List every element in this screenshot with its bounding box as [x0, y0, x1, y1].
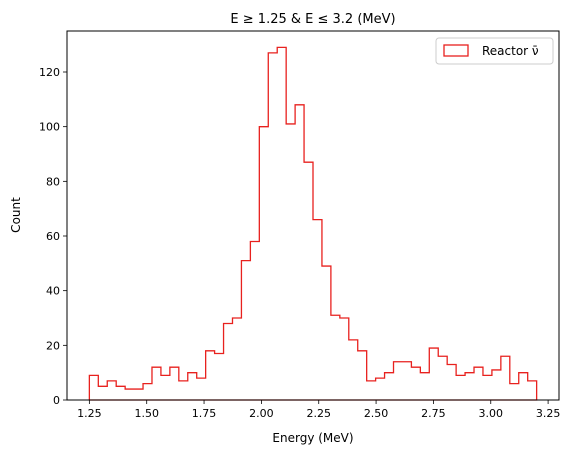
- x-tick-label: 1.25: [77, 407, 102, 420]
- x-tick-label: 2.25: [306, 407, 331, 420]
- chart-title: E ≥ 1.25 & E ≤ 3.2 (MeV): [230, 12, 395, 27]
- y-tick-label: 120: [39, 66, 60, 79]
- y-tick-label: 100: [39, 121, 60, 134]
- histogram-bin: [241, 261, 250, 400]
- x-axis-label: Energy (MeV): [272, 431, 353, 445]
- histogram-bin: [286, 124, 295, 400]
- x-tick-label: 1.75: [192, 407, 217, 420]
- legend: Reactor ν̄: [435, 37, 554, 65]
- y-tick-label: 40: [46, 285, 60, 298]
- y-tick-label: 60: [46, 230, 60, 243]
- histogram-bin: [483, 375, 492, 400]
- histogram-bin: [474, 367, 483, 400]
- histogram-bin: [232, 318, 241, 400]
- histogram-bin: [376, 378, 385, 400]
- histogram-bin: [98, 386, 107, 400]
- histogram-bin: [125, 389, 134, 400]
- plot-area: [66, 30, 560, 401]
- x-tick-label: 2.50: [364, 407, 389, 420]
- histogram-bin: [295, 105, 304, 400]
- histogram-bin: [313, 220, 322, 400]
- x-axis: 1.25 1.50 1.75 2.00 2.25 2.50 2.75 3.00 3.25: [77, 400, 560, 420]
- histogram-bin: [394, 362, 403, 400]
- histogram-bin: [411, 367, 420, 400]
- histogram-bin: [188, 373, 197, 400]
- histogram-bin: [143, 384, 152, 400]
- y-axis: 0 20 40 60 80 100 120: [39, 66, 67, 407]
- histogram-bin: [322, 266, 331, 400]
- x-tick-label: 2.75: [421, 407, 446, 420]
- histogram-series-reactor: [88, 46, 538, 401]
- y-tick-label: 80: [46, 175, 60, 188]
- x-tick-label: 3.00: [479, 407, 504, 420]
- histogram-bin: [331, 315, 340, 400]
- y-tick-label: 0: [53, 394, 60, 407]
- histogram-bin: [107, 381, 116, 400]
- histogram-bin: [197, 378, 206, 400]
- histogram-bin: [447, 364, 456, 400]
- histogram-bin: [438, 356, 447, 400]
- histogram-bin: [510, 384, 519, 400]
- histogram-bin: [402, 362, 411, 400]
- histogram-bin: [206, 351, 215, 400]
- y-axis-label: Count: [9, 197, 23, 233]
- histogram-bin: [224, 323, 233, 400]
- histogram-bin: [116, 386, 125, 400]
- histogram-bin: [465, 373, 474, 400]
- histogram-bin: [358, 351, 367, 400]
- histogram-bin: [340, 318, 349, 400]
- histogram-bin: [420, 373, 429, 400]
- histogram-bin: [268, 53, 277, 400]
- histogram-bin: [250, 241, 259, 400]
- histogram-bin: [170, 367, 179, 400]
- histogram-bin: [456, 375, 465, 400]
- histogram-bin: [528, 381, 537, 400]
- histogram-bin: [385, 373, 394, 400]
- histogram-bin: [492, 370, 501, 400]
- histogram-bin: [367, 381, 376, 400]
- histogram-bin: [134, 389, 143, 400]
- histogram-bin: [349, 340, 358, 400]
- histogram-bin: [215, 354, 224, 400]
- legend-entry-label: Reactor ν̄: [482, 44, 539, 58]
- legend-swatch: [443, 44, 469, 57]
- histogram-layer: [88, 46, 538, 401]
- x-tick-label: 3.25: [536, 407, 561, 420]
- histogram-bin: [89, 375, 98, 400]
- histogram-bin: [277, 47, 286, 400]
- x-tick-label: 2.00: [249, 407, 274, 420]
- plot-frame: [66, 30, 560, 401]
- histogram-bin: [259, 127, 268, 400]
- x-tick-label: 1.50: [134, 407, 159, 420]
- histogram-bin: [501, 356, 510, 400]
- histogram-bin: [304, 162, 313, 400]
- histogram-bin: [429, 348, 438, 400]
- y-tick-label: 20: [46, 339, 60, 352]
- histogram-bin: [152, 367, 161, 400]
- histogram-bin: [519, 373, 528, 400]
- histogram-bin: [161, 375, 170, 400]
- histogram-bin: [179, 381, 188, 400]
